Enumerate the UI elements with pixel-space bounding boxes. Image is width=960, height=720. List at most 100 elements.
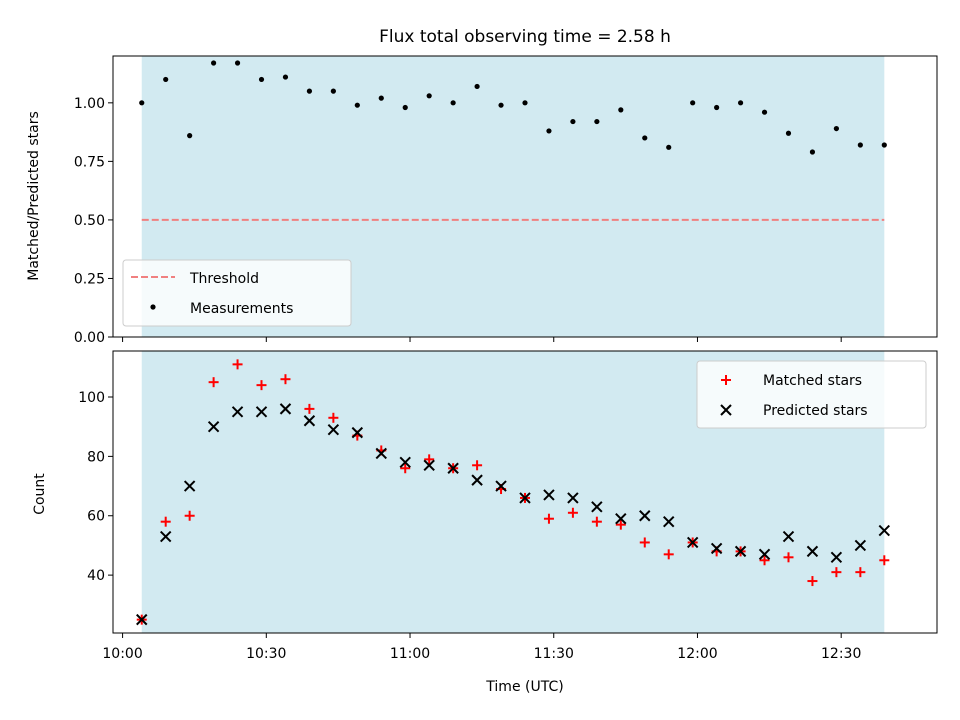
x-stroke-b xyxy=(255,406,268,418)
matched-star-point xyxy=(879,555,890,566)
measurement-point xyxy=(570,118,576,125)
chart-title: Flux total observing time = 2.58 h xyxy=(379,27,671,47)
predicted-star-point xyxy=(806,545,819,558)
x-stroke-b xyxy=(399,456,411,469)
measurement-point xyxy=(618,107,624,113)
predicted-star-point xyxy=(279,403,292,415)
x-stroke-b xyxy=(327,423,340,436)
measurement-point xyxy=(450,100,456,106)
bottom-y-axis-label: Count xyxy=(32,473,48,515)
x-stroke-b xyxy=(806,545,819,558)
x-stroke-b xyxy=(830,551,843,564)
measurement-point xyxy=(211,60,217,66)
predicted-star-point xyxy=(399,456,411,469)
legend-box xyxy=(122,259,352,327)
y-tick-label: 0.50 xyxy=(74,213,105,229)
x-stroke-b xyxy=(639,510,651,522)
x-stroke-b xyxy=(159,530,172,543)
predicted-star-point xyxy=(830,551,843,564)
matched-star-point xyxy=(807,576,818,587)
legend-threshold-label: Threshold xyxy=(189,271,259,287)
matched-star-point xyxy=(472,460,483,471)
x-stroke-b xyxy=(351,426,364,439)
predicted-star-point xyxy=(255,406,268,418)
measurement-point xyxy=(809,149,816,155)
matched-star-point xyxy=(663,549,674,560)
predicted-star-point xyxy=(615,513,627,525)
matched-star-point xyxy=(543,513,554,524)
legend: Threshold Measurements xyxy=(122,259,352,327)
measurement-point xyxy=(522,100,528,106)
predicted-star-point xyxy=(303,415,316,427)
predicted-star-point xyxy=(183,480,196,492)
matched-star-point xyxy=(304,403,315,414)
x-stroke-b xyxy=(423,459,435,471)
predicted-star-point xyxy=(519,492,531,504)
predicted-star-point xyxy=(854,539,867,552)
matched-star-point xyxy=(208,377,219,388)
matched-star-point xyxy=(232,359,243,370)
predicted-star-point xyxy=(351,426,364,439)
y-tick-label: 0.25 xyxy=(74,271,105,287)
x-stroke-b xyxy=(279,403,292,415)
legend-measurement-swatch xyxy=(150,304,156,310)
matched-star-point xyxy=(280,374,291,385)
measurement-point xyxy=(714,104,720,111)
x-tick-label: 12:00 xyxy=(677,646,717,662)
predicted-star-point xyxy=(878,524,891,537)
x-stroke-b xyxy=(782,530,795,543)
x-stroke-b xyxy=(615,513,627,525)
measurement-point xyxy=(234,60,241,66)
measurement-point xyxy=(163,76,169,83)
x-stroke-b xyxy=(471,474,483,486)
measurement-point xyxy=(642,135,648,141)
measurement-point xyxy=(785,130,792,136)
x-tick-label: 11:30 xyxy=(534,646,574,662)
predicted-star-point xyxy=(207,420,220,433)
x-stroke-b xyxy=(303,415,316,427)
predicted-star-point xyxy=(375,447,387,460)
measurement-point xyxy=(402,104,408,111)
x-stroke-b xyxy=(136,613,148,626)
matched-star-point xyxy=(783,552,794,563)
matched-star-point xyxy=(759,555,770,566)
x-stroke-b xyxy=(495,480,507,492)
matched-star-point xyxy=(855,567,866,578)
x-stroke-b xyxy=(878,524,891,537)
y-tick-label: 1.00 xyxy=(74,96,105,112)
x-stroke-b xyxy=(567,492,579,504)
measurement-point xyxy=(690,100,696,106)
predicted-star-point xyxy=(639,510,651,522)
top-y-axis-label: Matched/Predicted stars xyxy=(26,111,42,281)
x-stroke-b xyxy=(758,548,771,561)
x-stroke-b xyxy=(375,447,387,460)
matched-star-point xyxy=(591,516,602,527)
x-stroke-b xyxy=(519,492,531,504)
measurement-point xyxy=(139,100,145,106)
measurement-point xyxy=(857,142,863,148)
matched-star-point xyxy=(160,516,171,527)
y-tick-label: 100 xyxy=(78,390,105,406)
axes-frame xyxy=(112,55,938,338)
predicted-star-point xyxy=(471,474,483,486)
x-stroke-b xyxy=(854,539,867,552)
x-stroke-b xyxy=(734,545,747,558)
predicted-star-point xyxy=(710,542,723,555)
top-panel: 0.00 0.25 0.50 0.75 1.00 Threshold Measurement… xyxy=(74,55,938,346)
x-tick-label: 11:00 xyxy=(390,646,430,662)
legend-box xyxy=(696,360,927,429)
y-tick-label: 80 xyxy=(87,449,105,465)
y-tick-label: 0.00 xyxy=(74,330,105,346)
matched-star-point xyxy=(615,519,626,530)
measurement-point xyxy=(666,144,672,150)
predicted-star-point xyxy=(447,462,459,474)
x-stroke-b xyxy=(231,406,244,418)
predicted-star-point xyxy=(663,515,675,528)
y-tick-label: 0.75 xyxy=(74,154,105,170)
y-tick-label: 40 xyxy=(87,568,105,584)
matched-star-point xyxy=(400,463,411,474)
measurement-point xyxy=(306,88,313,94)
legend-predicted-swatch-b xyxy=(720,404,732,416)
measurement-point xyxy=(737,100,744,106)
